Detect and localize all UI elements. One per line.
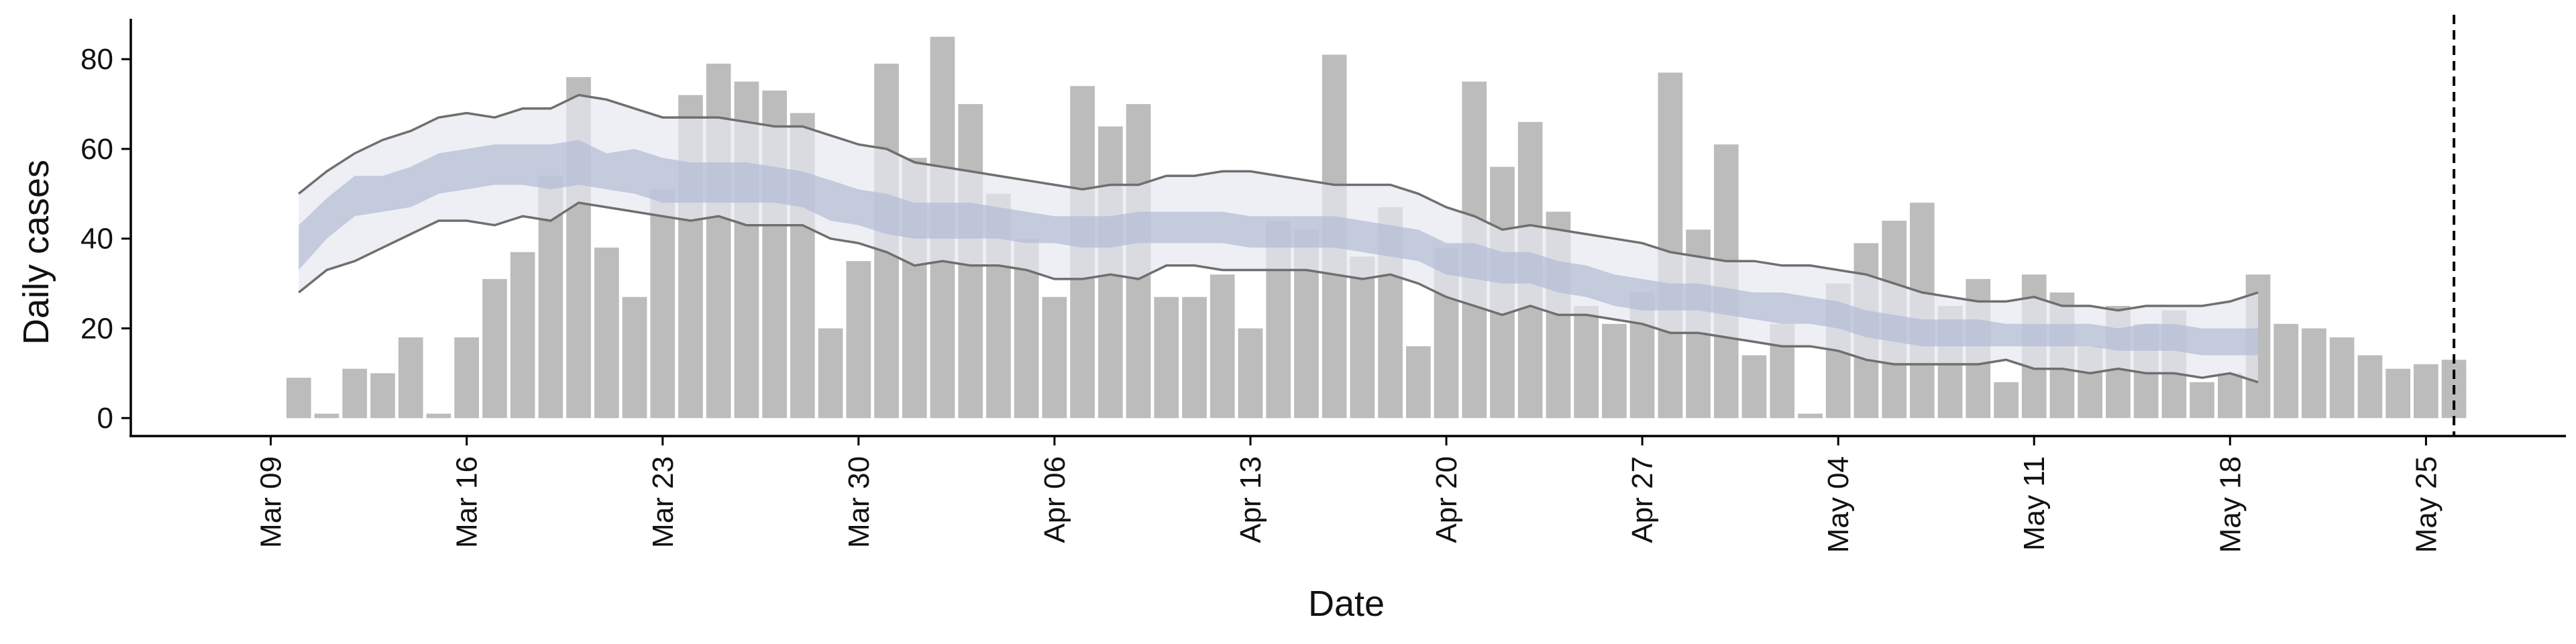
- bar-46: [1574, 306, 1599, 419]
- bar-73: [2329, 337, 2355, 419]
- bar-38: [1350, 256, 1375, 419]
- bar-2: [342, 368, 368, 419]
- y-tick-label-80: 80: [80, 43, 113, 76]
- bar-3: [370, 373, 395, 419]
- x-tick-label-1: Mar 16: [451, 456, 484, 548]
- bar-6: [454, 337, 479, 419]
- x-tick-label-2: Mar 23: [647, 456, 680, 548]
- bar-75: [2385, 368, 2410, 419]
- x-tick-label-7: Apr 27: [1626, 456, 1659, 543]
- bar-47: [1602, 323, 1627, 419]
- bar-0: [286, 378, 311, 419]
- bar-31: [1154, 297, 1179, 419]
- bar-12: [622, 297, 647, 419]
- x-tick-label-0: Mar 09: [255, 456, 288, 548]
- y-tick-label-40: 40: [80, 223, 113, 256]
- y-tick-label-0: 0: [97, 402, 113, 435]
- bar-33: [1210, 274, 1235, 419]
- bar-8: [510, 252, 535, 419]
- bar-61: [1994, 382, 2019, 419]
- bar-74: [2357, 355, 2383, 419]
- bar-32: [1182, 297, 1207, 419]
- bar-71: [2273, 323, 2299, 419]
- x-tick-label-6: Apr 20: [1430, 456, 1463, 543]
- bar-34: [1238, 328, 1263, 419]
- x-tick-label-9: May 11: [2018, 456, 2051, 551]
- bar-54: [1798, 413, 1823, 419]
- bar-49: [1658, 72, 1683, 419]
- y-tick-label-60: 60: [80, 133, 113, 166]
- bar-52: [1741, 355, 1767, 419]
- bar-27: [1042, 297, 1067, 419]
- x-tick-label-4: Apr 06: [1038, 456, 1071, 543]
- bar-5: [426, 413, 451, 419]
- bar-7: [482, 278, 507, 419]
- outer-band-lower-line: [298, 201, 2259, 384]
- x-tick-label-11: May 25: [2410, 456, 2443, 553]
- bands-layer: [298, 93, 2259, 384]
- x-tick-label-3: Mar 30: [843, 456, 875, 548]
- y-tick-label-20: 20: [80, 313, 113, 345]
- x-axis-title: Date: [1308, 584, 1385, 624]
- bar-68: [2190, 382, 2214, 419]
- bar-1: [314, 413, 339, 419]
- x-tick-label-10: May 18: [2214, 456, 2247, 553]
- bar-19: [818, 328, 843, 419]
- bar-11: [594, 248, 619, 419]
- bar-69: [2218, 373, 2243, 419]
- bar-4: [398, 337, 423, 419]
- x-tick-label-5: Apr 13: [1234, 456, 1267, 543]
- bar-76: [2414, 364, 2438, 419]
- bar-72: [2302, 328, 2326, 419]
- inner-band: [299, 140, 2258, 356]
- x-tick-label-8: May 04: [1822, 456, 1855, 553]
- outer-band-upper-line: [298, 93, 2259, 312]
- bar-40: [1406, 346, 1431, 419]
- bar-13: [650, 189, 676, 419]
- axes-layer: 0 20 40 60 80 Mar 09 Mar 16 Mar 23 Mar 30 Apr 06 A…: [80, 19, 2566, 553]
- y-axis-title: Daily cases: [16, 160, 56, 345]
- bar-20: [846, 261, 871, 419]
